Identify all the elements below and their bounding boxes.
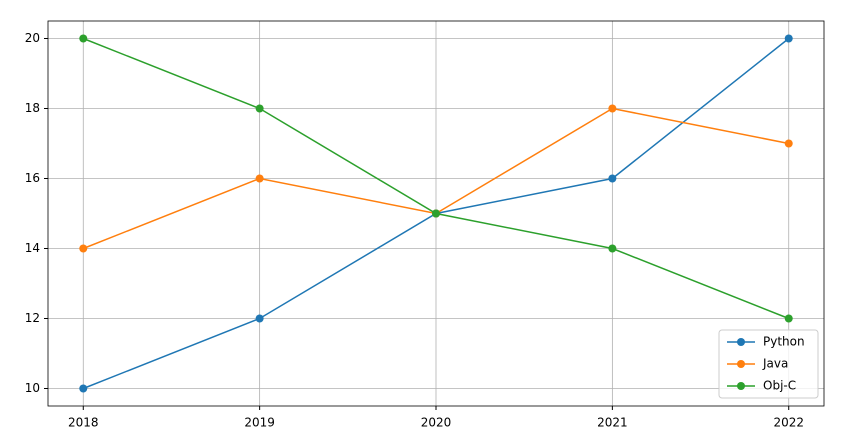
x-tick-label: 2019 (244, 416, 275, 430)
legend-label: Python (763, 335, 805, 349)
marker (79, 34, 88, 43)
marker (255, 314, 264, 323)
legend-label: Java (762, 357, 788, 371)
x-tick-label: 2020 (421, 416, 452, 430)
marker (79, 384, 88, 393)
legend-marker (737, 338, 745, 346)
marker (784, 34, 793, 43)
x-tick-label: 2022 (773, 416, 804, 430)
y-tick-label: 18 (25, 101, 40, 115)
marker (432, 209, 440, 218)
axes-frame (47, 20, 825, 407)
y-tick-label: 12 (25, 311, 40, 325)
y-tick-label: 14 (25, 241, 40, 255)
marker (784, 314, 793, 323)
legend: Python Java Obj-C (718, 329, 819, 399)
marker (784, 139, 793, 148)
x-tick-label: 2018 (68, 416, 99, 430)
y-tick-label: 16 (25, 171, 40, 185)
legend-marker (737, 360, 745, 368)
legend-marker (737, 382, 745, 390)
y-tick-label: 20 (25, 31, 40, 45)
marker (255, 104, 264, 113)
y-tick-label: 10 (25, 381, 40, 395)
legend-label: Obj-C (763, 379, 796, 393)
marker (608, 244, 617, 253)
marker (608, 174, 617, 183)
marker (255, 174, 264, 183)
marker (79, 244, 88, 253)
marker (608, 104, 617, 113)
legend-box (718, 329, 819, 399)
x-tick-label: 2021 (597, 416, 628, 430)
